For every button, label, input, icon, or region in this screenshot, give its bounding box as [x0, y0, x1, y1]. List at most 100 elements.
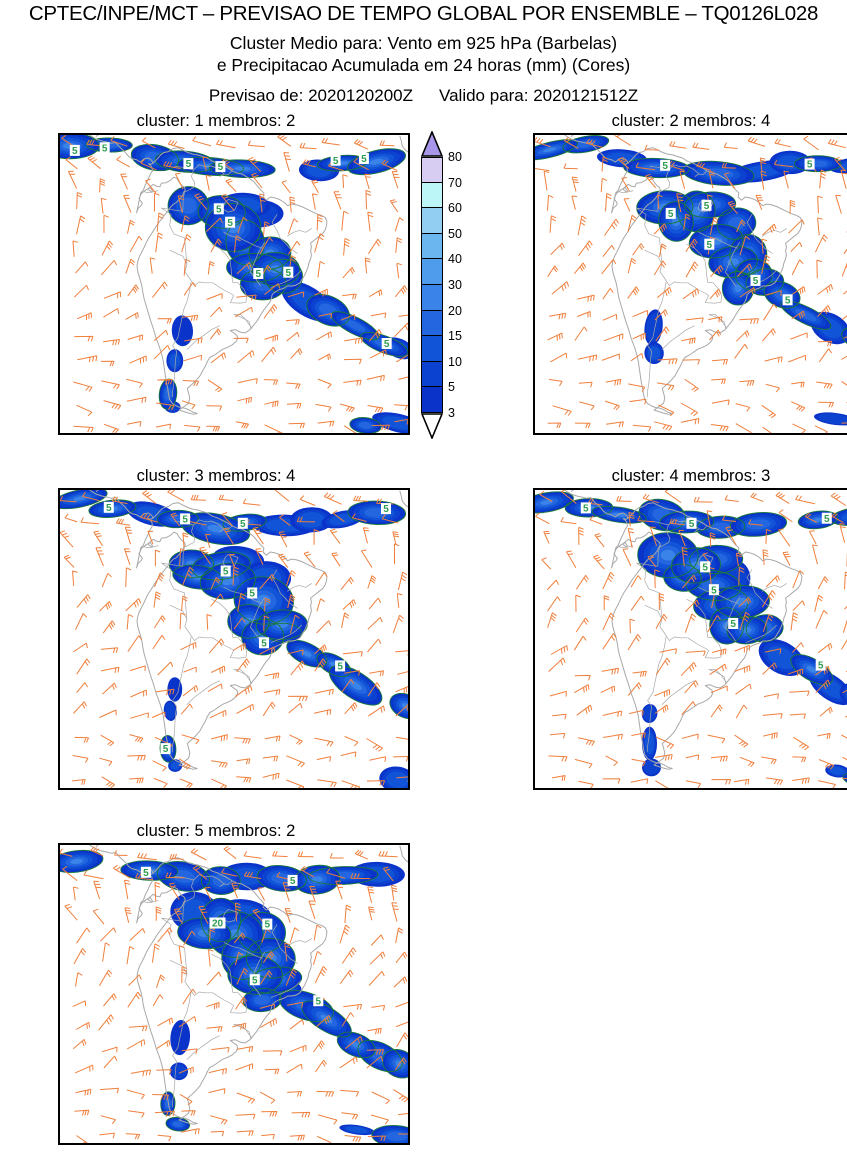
- coastline-path: [182, 636, 192, 669]
- plot-area-cluster-4[interactable]: 555555515N10N5NEQ5S10S15S20S25S30S35S40S…: [533, 488, 847, 790]
- wind-barb: [362, 527, 370, 544]
- wind-barb: [235, 996, 248, 1010]
- precip-contour-line: [564, 498, 614, 518]
- wind-barb: [95, 547, 104, 567]
- coastline-path: [250, 242, 265, 287]
- wind-barb: [707, 615, 721, 633]
- wind-barb: [804, 512, 818, 523]
- precip-contour-fill: [298, 511, 325, 528]
- colorbar-tick-label: 60: [448, 201, 462, 216]
- coastline-path: [661, 680, 695, 705]
- coastline-path: [399, 845, 408, 863]
- wind-barb: [644, 144, 660, 151]
- wind-barb: [629, 709, 644, 716]
- precip-contour-line: [160, 1091, 176, 1116]
- coastline-path: [698, 586, 738, 604]
- wind-barb: [708, 316, 723, 323]
- colorbar-segment: [421, 387, 443, 413]
- y-axis-tick: [58, 234, 60, 235]
- wind-barb: [100, 666, 120, 674]
- wind-barb: [734, 734, 749, 748]
- wind-barb: [773, 159, 794, 168]
- wind-barb: [155, 423, 172, 430]
- x-axis-tick: [347, 433, 348, 435]
- wind-barb: [167, 139, 185, 149]
- wind-barb: [647, 554, 657, 568]
- y-axis-tick: [58, 1123, 60, 1124]
- wind-barb: [285, 968, 297, 986]
- wind-barb: [578, 526, 584, 545]
- wind-barb: [762, 328, 776, 342]
- wind-barb: [157, 318, 172, 324]
- wind-barb: [759, 157, 767, 172]
- wind-barb: [332, 510, 345, 523]
- y-axis-tick: [58, 1064, 60, 1065]
- plot-area-cluster-1[interactable]: 5555555555515N10N5NEQ5S10S15S20S25S30S35…: [58, 133, 410, 435]
- wind-barb: [218, 494, 234, 501]
- wind-barb: [309, 885, 317, 903]
- wind-barb: [645, 173, 657, 189]
- wind-barb: [211, 1047, 230, 1053]
- wind-barb: [234, 685, 253, 698]
- wind-barb: [817, 732, 831, 740]
- contour-value-label: 5: [333, 156, 339, 167]
- precip-contour-line: [535, 491, 574, 514]
- plot-area-cluster-3[interactable]: 55555555515N10N5NEQ5S10S15S20S25S30S35S4…: [58, 488, 410, 790]
- precip-contour-line: [371, 1125, 408, 1143]
- wind-barb: [710, 755, 728, 762]
- colorbar-segment: [421, 208, 443, 234]
- wind-barb: [74, 1109, 90, 1116]
- wind-barb: [389, 199, 399, 213]
- wind-barb: [552, 775, 566, 782]
- wind-barb: [130, 712, 149, 719]
- wind-barb: [395, 1001, 408, 1008]
- wind-barb: [630, 595, 645, 611]
- wind-barb: [843, 290, 847, 295]
- wind-barb: [395, 686, 408, 694]
- wind-barb: [183, 282, 197, 296]
- wind-barb: [827, 138, 846, 149]
- wind-barb: [114, 850, 128, 856]
- wind-barb: [676, 193, 684, 213]
- x-axis-tick: [265, 788, 266, 790]
- wind-barb: [313, 924, 322, 941]
- wind-barb: [312, 951, 322, 965]
- y-axis-tick: [533, 373, 535, 374]
- wind-barb: [123, 194, 132, 213]
- wind-barb: [314, 644, 327, 655]
- wind-barb: [381, 159, 398, 171]
- precip-contour-fill: [660, 549, 676, 561]
- plot-area-cluster-5[interactable]: 552055515N10N5NEQ5S10S15S20S25S30S35S40S…: [58, 843, 410, 1145]
- wind-barb: [263, 615, 270, 631]
- wind-barb: [709, 663, 727, 676]
- y-axis-tick: [58, 175, 60, 176]
- wind-barb: [765, 575, 781, 588]
- wind-barb: [563, 163, 578, 170]
- wind-barb: [151, 943, 160, 963]
- contour-label-bg: [213, 203, 224, 215]
- wind-barb: [812, 544, 818, 565]
- forecast-time-line: Previsao de: 2020120200Z Valido para: 20…: [0, 86, 847, 106]
- y-axis-tick: [58, 1103, 60, 1104]
- wind-barb: [842, 777, 847, 780]
- precip-contour-line: [382, 1048, 408, 1079]
- wind-barb: [126, 378, 143, 388]
- wind-barb: [237, 350, 255, 364]
- wind-barb: [790, 332, 808, 340]
- wind-barb: [395, 927, 404, 944]
- contour-label-bg: [381, 338, 392, 349]
- wind-barb: [370, 1114, 389, 1125]
- precip-contour-line: [688, 224, 744, 259]
- coastline-path: [212, 992, 246, 1014]
- coastline-path: [270, 979, 302, 998]
- plot-area-cluster-2[interactable]: 555555515N10N5NEQ5S10S15S20S25S30S35S40S…: [533, 133, 847, 435]
- contour-label-bg: [225, 216, 236, 228]
- y-axis-tick: [533, 728, 535, 729]
- wind-barb: [264, 334, 279, 342]
- coastline-path: [231, 629, 248, 658]
- wind-barb: [141, 137, 156, 149]
- coastline-path: [186, 325, 220, 350]
- wind-barb: [220, 158, 234, 171]
- wind-barb: [601, 667, 619, 675]
- coastline-path: [161, 562, 188, 620]
